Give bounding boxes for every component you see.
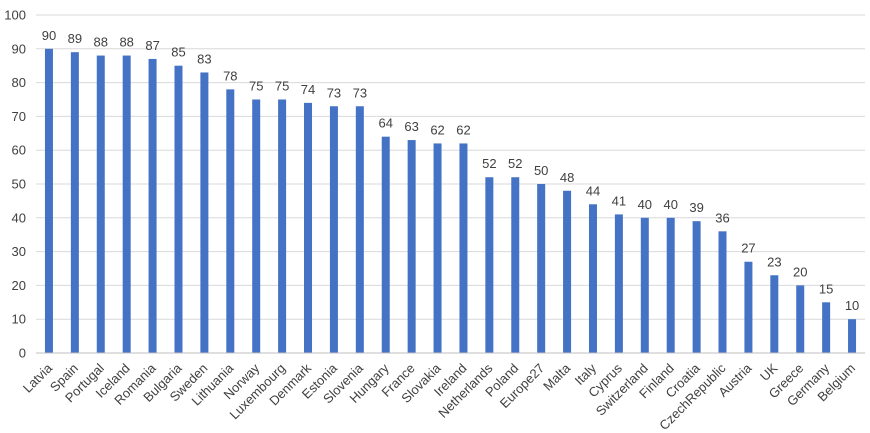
data-label: 62 <box>430 122 444 137</box>
data-label: 36 <box>715 210 729 225</box>
gridlines <box>36 14 865 320</box>
y-tick-label: 0 <box>19 346 26 361</box>
bar-cyprus <box>614 214 623 353</box>
y-tick-label: 20 <box>12 278 26 293</box>
data-label: 10 <box>845 298 859 313</box>
bar-germany <box>822 302 831 353</box>
y-tick-label: 90 <box>12 41 26 56</box>
bar-bulgaria <box>174 65 183 353</box>
data-label: 39 <box>689 200 703 215</box>
y-tick-label: 10 <box>12 312 26 327</box>
data-label: 83 <box>197 51 211 66</box>
bar-lithuania <box>226 89 235 354</box>
data-label: 78 <box>223 68 237 83</box>
bar-spain <box>70 52 79 354</box>
bar-portugal <box>96 55 105 354</box>
data-label: 50 <box>534 163 548 178</box>
data-label: 88 <box>119 35 133 50</box>
bar-netherlands <box>485 177 494 353</box>
bar-ireland <box>459 143 468 353</box>
data-label: 75 <box>249 79 263 94</box>
x-axis-category-labels: LatviaSpainPortugalIcelandRomaniaBulgari… <box>20 360 858 433</box>
bar-austria <box>744 261 753 353</box>
data-label: 88 <box>94 35 108 50</box>
data-label: 90 <box>42 28 56 43</box>
bars <box>44 48 857 354</box>
bar-slovakia <box>433 143 442 353</box>
data-label: 63 <box>404 119 418 134</box>
data-label: 75 <box>275 79 289 94</box>
y-tick-label: 50 <box>12 177 26 192</box>
data-label: 15 <box>819 281 833 296</box>
data-label: 48 <box>560 170 574 185</box>
data-label: 64 <box>379 116 393 131</box>
bar-romania <box>148 58 157 353</box>
data-label: 20 <box>793 264 807 279</box>
bar-croatia <box>692 221 701 353</box>
data-label: 40 <box>638 197 652 212</box>
bar-italy <box>588 204 597 353</box>
x-category-label: Malta <box>540 360 574 394</box>
data-label: 44 <box>586 183 600 198</box>
bar-denmark <box>304 102 313 353</box>
bar-finland <box>666 217 675 353</box>
bar-estonia <box>329 106 338 353</box>
bar-france <box>407 140 416 353</box>
bar-greece <box>796 285 805 353</box>
data-label: 52 <box>508 156 522 171</box>
y-tick-label: 60 <box>12 143 26 158</box>
bar-luxembourg <box>278 99 287 353</box>
data-label: 27 <box>741 241 755 256</box>
y-tick-label: 40 <box>12 210 26 225</box>
bar-europe27 <box>537 184 546 353</box>
data-labels: 90 89 88 88 87 85 83 78 75 75 74 73 73 64 63 62 62 52 52 50… <box>42 28 860 313</box>
x-category-label: Latvia <box>20 360 56 396</box>
data-label: 89 <box>68 31 82 46</box>
bar-hungary <box>381 136 390 353</box>
bar-belgium <box>848 319 857 353</box>
y-tick-label: 80 <box>12 75 26 90</box>
data-label: 62 <box>456 122 470 137</box>
data-label: 52 <box>482 156 496 171</box>
bar-czechrepublic <box>718 231 727 353</box>
data-label: 85 <box>171 45 185 60</box>
y-tick-label: 70 <box>12 109 26 124</box>
data-label: 73 <box>353 85 367 100</box>
bar-iceland <box>122 55 131 354</box>
bar-switzerland <box>640 217 649 353</box>
data-label: 40 <box>663 197 677 212</box>
bar-slovenia <box>355 106 364 353</box>
data-label: 23 <box>767 254 781 269</box>
bar-latvia <box>44 48 53 354</box>
bar-sweden <box>200 72 209 354</box>
y-tick-label: 30 <box>12 244 26 259</box>
data-label: 41 <box>612 193 626 208</box>
y-axis-tick-labels: 0 10 20 30 40 50 60 70 80 90 100 <box>4 8 26 361</box>
bar-malta <box>563 190 572 353</box>
data-label: 74 <box>301 82 315 97</box>
data-label: 73 <box>327 85 341 100</box>
y-tick-label: 100 <box>4 8 26 23</box>
bar-poland <box>511 177 520 353</box>
bar-norway <box>252 99 261 353</box>
data-label: 87 <box>145 38 159 53</box>
bar-uk <box>770 275 779 353</box>
